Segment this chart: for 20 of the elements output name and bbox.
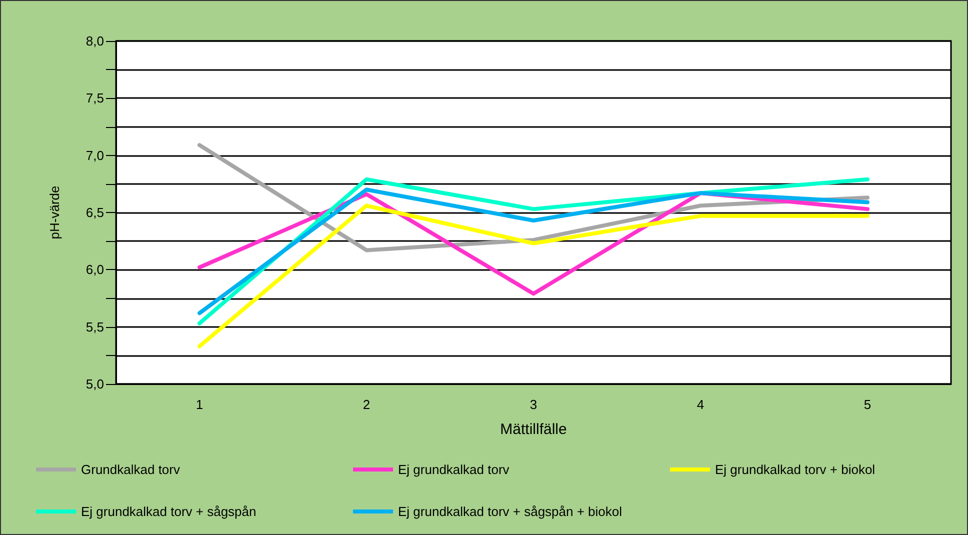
y-axis-title: pH-värde [47, 186, 62, 240]
legend-label: Ej grundkalkad torv [398, 462, 510, 477]
y-tick-label: 8,0 [86, 34, 104, 48]
y-tick-label: 5,0 [86, 376, 104, 392]
legend-label: Grundkalkad torv [81, 462, 180, 477]
x-axis-title: Mättillfälle [500, 421, 567, 438]
y-tick-label: 7,5 [86, 90, 104, 106]
x-tick-label: 4 [696, 397, 704, 412]
y-tick-label: 5,5 [86, 319, 104, 334]
x-tick-label: 5 [864, 397, 872, 412]
legend-label: Ej grundkalkad torv + sågspån + biokol [398, 504, 622, 519]
y-tick-label: 6,0 [86, 262, 104, 278]
legend-label: Ej grundkalkad torv + biokol [715, 462, 876, 477]
line-series [198, 204, 870, 348]
y-tick-label: 6,5 [86, 205, 104, 220]
legend-label: Ej grundkalkad torv + sågspån [81, 504, 256, 519]
x-tick-label: 3 [530, 397, 538, 412]
x-tick-label: 2 [362, 397, 370, 412]
x-tick-label: 1 [196, 397, 204, 412]
y-tick-label: 7,0 [86, 148, 104, 163]
